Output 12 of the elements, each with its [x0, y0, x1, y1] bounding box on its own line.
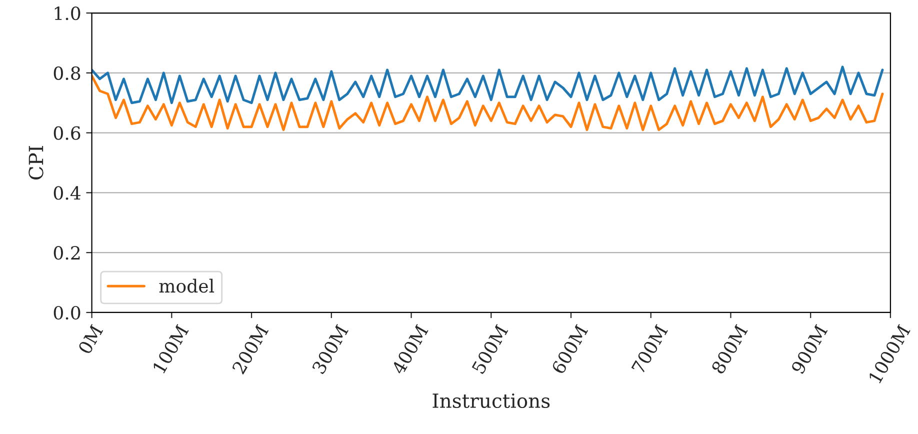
y-tick-label: 0.6: [54, 126, 80, 140]
y-tick-label: 0.0: [54, 306, 80, 320]
line-series: [92, 66, 884, 104]
y-tick-label: 0.2: [54, 246, 80, 260]
legend-label: model: [159, 278, 214, 293]
y-tick-label: 0.4: [54, 186, 80, 200]
y-tick-label: 1.0: [54, 6, 80, 20]
x-axis-title: Instructions: [432, 393, 550, 408]
line-series: [92, 74, 884, 132]
x-tick-label: 0M: [78, 324, 104, 355]
y-axis-title: CPI: [28, 146, 44, 180]
y-tick-label: 0.8: [54, 66, 80, 80]
